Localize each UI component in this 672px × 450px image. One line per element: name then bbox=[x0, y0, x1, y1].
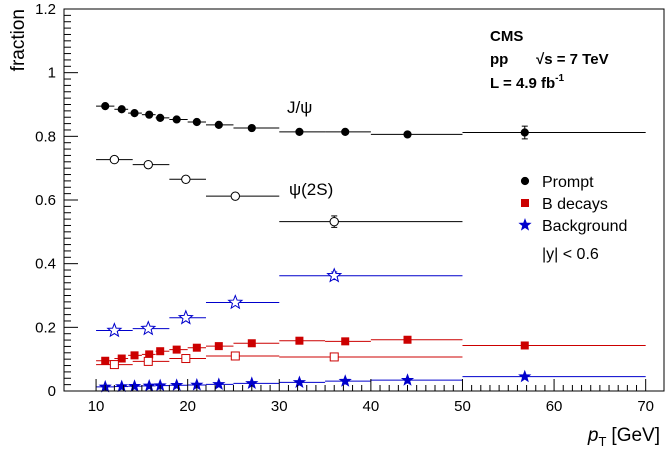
data-point bbox=[295, 336, 304, 345]
series-psi2s-b-decays bbox=[96, 351, 463, 370]
psi2s-label: ψ(2S) bbox=[289, 180, 333, 199]
lumi-exponent: -1 bbox=[555, 73, 564, 84]
data-point bbox=[181, 174, 191, 185]
legend-label-prompt: Prompt bbox=[542, 174, 594, 191]
data-point bbox=[520, 341, 529, 350]
data-point bbox=[214, 120, 223, 129]
data-point bbox=[156, 347, 165, 356]
y-tick-label: 0.8 bbox=[35, 128, 56, 145]
data-point bbox=[520, 128, 529, 137]
y-tick-label: 0 bbox=[48, 383, 56, 400]
x-tick-label: 10 bbox=[88, 398, 105, 415]
data-point bbox=[230, 351, 240, 361]
data-point bbox=[230, 191, 240, 201]
system-label: pp bbox=[490, 51, 508, 68]
data-point bbox=[145, 110, 154, 119]
data-point bbox=[338, 374, 352, 387]
data-point bbox=[172, 115, 181, 124]
legend-marker-b-decays bbox=[521, 199, 529, 207]
experiment-label: CMS bbox=[490, 28, 523, 45]
x-tick-label: 40 bbox=[363, 398, 380, 415]
data-point bbox=[143, 159, 153, 170]
legend-circle-marker bbox=[520, 176, 530, 186]
series-psi2s-prompt bbox=[96, 154, 463, 228]
data-point bbox=[127, 379, 142, 392]
x-tick-label: 20 bbox=[179, 398, 196, 415]
data-point bbox=[292, 375, 307, 389]
data-point bbox=[403, 130, 412, 139]
x-tick-label: 60 bbox=[546, 398, 563, 415]
legend-label-b-decays: B decays bbox=[542, 196, 608, 213]
x-axis-label-unit: [GeV] bbox=[611, 425, 660, 446]
data-point bbox=[156, 113, 165, 122]
axes: 10 20 30 40 50 60 70 0 0.2 0.4 0.6 0.8 1 1.2 bbox=[35, 1, 654, 415]
y-tick-label: 1 bbox=[48, 65, 56, 82]
lumi-label: L = 4.9 fb-1 bbox=[490, 73, 565, 92]
data-point bbox=[117, 354, 126, 363]
data-point bbox=[341, 127, 350, 136]
data-point bbox=[130, 108, 139, 118]
data-point bbox=[341, 337, 350, 346]
data-point bbox=[115, 379, 129, 393]
data-point bbox=[518, 369, 532, 383]
data-point bbox=[192, 117, 201, 127]
energy-label: √s = 7 TeV bbox=[536, 51, 609, 68]
data-point bbox=[130, 351, 139, 360]
data-point bbox=[145, 350, 154, 359]
y-tick-label: 1.2 bbox=[35, 1, 56, 18]
legend: Prompt B decays Background bbox=[518, 174, 627, 235]
data-point bbox=[400, 373, 415, 386]
data-point bbox=[109, 360, 119, 370]
jpsi-label: J/ψ bbox=[287, 98, 312, 117]
legend-marker-background bbox=[518, 218, 532, 231]
x-axis-label: pT [GeV] bbox=[587, 425, 660, 449]
x-tick-label: 30 bbox=[271, 398, 288, 415]
legend-square-marker bbox=[521, 199, 529, 207]
data-point bbox=[140, 320, 157, 336]
data-point bbox=[326, 267, 343, 283]
data-point bbox=[117, 105, 126, 114]
data-point bbox=[181, 354, 191, 364]
rapidity-label: |y| < 0.6 bbox=[542, 246, 599, 263]
x-axis-label-main: p bbox=[587, 425, 599, 446]
data-point bbox=[212, 377, 226, 390]
x-tick-label: 70 bbox=[637, 398, 654, 415]
series-jpsi-b-decays bbox=[96, 335, 646, 365]
data-point bbox=[247, 123, 256, 133]
legend-label-background: Background bbox=[542, 218, 627, 235]
data-point bbox=[227, 294, 244, 310]
x-tick-label: 50 bbox=[454, 398, 471, 415]
series-jpsi-background bbox=[96, 369, 646, 393]
data-point bbox=[101, 356, 110, 365]
data-point bbox=[109, 154, 120, 165]
data-point bbox=[214, 342, 223, 351]
data-point bbox=[177, 309, 194, 325]
data-point bbox=[403, 335, 412, 344]
data-point bbox=[247, 339, 256, 348]
data-point bbox=[329, 352, 339, 362]
data-point bbox=[170, 378, 184, 391]
data-point bbox=[192, 343, 201, 352]
data-point bbox=[329, 216, 339, 227]
lumi-value: L = 4.9 fb bbox=[490, 75, 555, 92]
x-axis-label-sub: T bbox=[598, 434, 606, 449]
legend-marker-prompt bbox=[520, 176, 530, 186]
legend-star-marker bbox=[518, 218, 532, 231]
data-point bbox=[295, 127, 304, 136]
data-point bbox=[143, 356, 153, 366]
series-jpsi-prompt bbox=[96, 101, 646, 140]
y-tick-label: 0.4 bbox=[35, 256, 56, 273]
data-layer bbox=[96, 101, 646, 393]
data-point bbox=[142, 378, 156, 392]
series-psi2s-background bbox=[96, 267, 463, 338]
y-tick-label: 0.2 bbox=[35, 319, 56, 336]
y-tick-label: 0.6 bbox=[35, 192, 56, 209]
data-point bbox=[106, 322, 123, 338]
data-point bbox=[101, 101, 110, 111]
data-point bbox=[172, 345, 181, 354]
y-axis-label: fraction bbox=[8, 9, 29, 71]
